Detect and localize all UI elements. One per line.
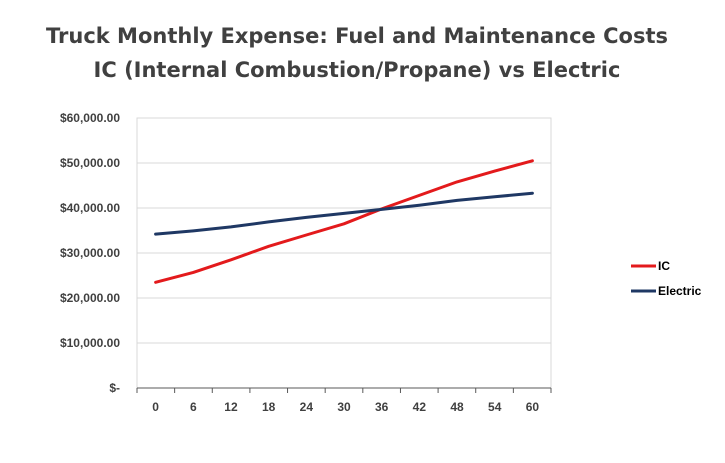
x-tick-label-8: 48 [450, 400, 464, 414]
data-point-ic-5 [343, 222, 345, 225]
x-axis-tick-labels: 0 6 12 18 24 30 36 42 48 54 60 [152, 400, 539, 414]
data-point-electric-9 [493, 195, 496, 198]
data-point-electric-8 [456, 199, 458, 202]
y-tick-label-2: $20,000.00 [60, 291, 120, 305]
legend-label-electric: Electric [658, 284, 702, 298]
y-axis-tick-labels: $- $10,000.00 $20,000.00 $30,000.00 $40,000.… [60, 111, 120, 395]
x-tick-label-9: 54 [488, 400, 502, 414]
legend-label-ic: IC [658, 259, 670, 273]
y-tick-label-6: $60,000.00 [60, 111, 120, 125]
data-point-electric-3 [267, 221, 270, 223]
data-point-electric-2 [230, 226, 232, 228]
gridlines [137, 117, 551, 344]
chart-title: Truck Monthly Expense: Fuel and Maintena… [46, 24, 668, 82]
data-point-ic-2 [230, 258, 232, 261]
chart-title-line-1: Truck Monthly Expense: Fuel and Maintena… [46, 24, 668, 48]
data-point-electric-4 [305, 216, 308, 219]
x-tick-label-2: 12 [224, 400, 238, 414]
y-tick-label-1: $10,000.00 [60, 336, 120, 350]
data-point-ic-10 [531, 159, 534, 162]
x-tick-label-7: 42 [413, 400, 427, 414]
data-point-electric-1 [192, 230, 195, 232]
y-tick-label-0: $- [109, 381, 120, 395]
axes [136, 387, 552, 393]
data-point-electric-6 [380, 208, 383, 211]
data-point-ic-1 [192, 271, 195, 274]
x-tick-label-10: 60 [526, 400, 540, 414]
x-tick-label-6: 36 [375, 400, 389, 414]
data-point-ic-4 [305, 234, 308, 236]
x-tick-label-1: 6 [190, 400, 197, 414]
y-tick-label-3: $30,000.00 [60, 246, 120, 260]
data-point-ic-9 [493, 170, 496, 172]
x-tick-label-4: 24 [300, 400, 314, 414]
data-point-ic-3 [267, 245, 270, 248]
data-point-ic-8 [456, 181, 458, 183]
legend: IC Electric [631, 259, 702, 298]
chart-title-line-2: IC (Internal Combustion/Propane) vs Elec… [94, 58, 621, 82]
x-tick-label-0: 0 [152, 400, 159, 414]
data-point-ic-0 [154, 281, 157, 284]
data-point-electric-5 [343, 212, 345, 215]
data-point-electric-7 [418, 204, 421, 207]
data-point-electric-10 [531, 192, 534, 194]
data-point-ic-7 [418, 194, 421, 197]
y-tick-label-5: $50,000.00 [60, 156, 120, 170]
y-tick-label-4: $40,000.00 [60, 201, 120, 215]
data-point-electric-0 [154, 233, 157, 235]
series-lines [154, 159, 534, 284]
x-tick-label-5: 30 [337, 400, 351, 414]
x-tick-label-3: 18 [262, 400, 276, 414]
